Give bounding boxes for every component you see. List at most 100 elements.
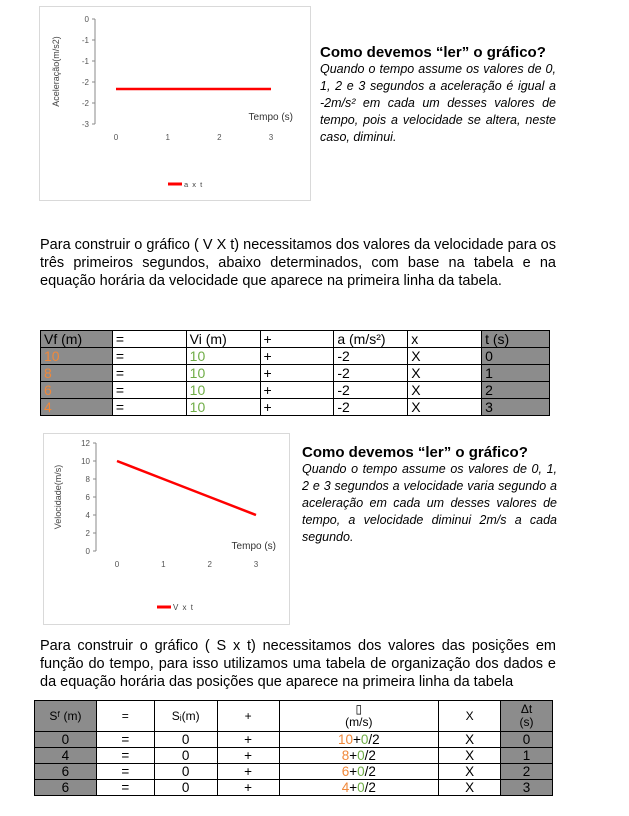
table-cell: -2	[333, 381, 409, 399]
header-cell: =	[95, 700, 155, 732]
x-cell: X	[438, 731, 502, 748]
x-tick-label: 3	[269, 133, 274, 142]
header-cell: t (s)	[481, 330, 550, 348]
y-tick-label: -1	[82, 36, 90, 45]
eq-cell: =	[95, 731, 155, 748]
explain-heading-2: Como devemos “ler” o gráfico?	[302, 444, 528, 461]
header-text: X	[465, 708, 474, 723]
s-final-cell: 0	[34, 731, 97, 748]
table-cell: 6	[40, 381, 113, 399]
dt-cell: 1	[500, 747, 553, 764]
x-tick-label: 2	[217, 133, 222, 142]
y-tick-label: 0	[86, 547, 91, 556]
table-cell: X	[407, 364, 483, 382]
table-cell: =	[111, 381, 187, 399]
table-cell: 8	[40, 364, 113, 382]
explain-heading-1: Como devemos “ler” o gráfico?	[320, 44, 546, 61]
x-tick-label: 1	[161, 560, 166, 569]
header-cell: X	[438, 700, 502, 732]
table-cell: 0	[481, 347, 550, 365]
table-row: 0 = 0 +10+0/2 X 0	[34, 731, 553, 748]
table-cell: -2	[333, 398, 409, 416]
velocity-final-value: 6	[341, 764, 350, 779]
table-cell: =	[111, 398, 187, 416]
y-axis-title: Velocidade(m/s)	[53, 465, 63, 530]
acceleration-chart-svg: 0 -1 -1 -2 -2 -3 0 1 2 3 Aceleração(m/s2) Tempo (s)…	[51, 15, 293, 189]
velocity-final-value: 4	[341, 780, 350, 795]
header-text: +	[244, 708, 252, 723]
acceleration-chart: 0 -1 -1 -2 -2 -3 0 1 2 3 Aceleração(m/s2) Tempo (s)…	[39, 6, 311, 201]
legend-label: a x t	[184, 180, 203, 189]
explain-block-1: Como devemos “ler” o gráfico? Quando o t…	[320, 44, 556, 146]
paragraph-1: Para construir o gráfico ( V X t) necess…	[40, 237, 556, 289]
x-axis-title: Tempo (s)	[232, 541, 276, 552]
velocity-cell: 4+0/2	[278, 779, 440, 796]
velocity-table: Vf (m) = Vi (m) + a (m/s²) x t (s) 10 = 10 + -2 X 0 8 =…	[40, 330, 550, 416]
header-text: =	[121, 708, 129, 723]
s-final-cell: 6	[34, 779, 97, 796]
x-tick-label: 0	[114, 133, 119, 142]
header-cell: a (m/s²)	[333, 330, 409, 348]
velocity-cell: 8+0/2	[278, 747, 440, 764]
table-cell: X	[407, 381, 483, 399]
velocity-final-value: 8	[341, 748, 350, 763]
y-tick-label: 6	[86, 493, 91, 502]
table-cell: =	[111, 347, 187, 365]
table-cell: +	[259, 398, 335, 416]
table-row: 4 = 0 +8+0/2 X 1	[34, 747, 553, 764]
plus-cell: +	[216, 763, 280, 780]
table-cell: 1	[481, 364, 550, 382]
table-header-row: Sᶠ (m) = Sᵢ(m) + ▯ (m/s) X Δt (s)	[34, 700, 553, 732]
x-axis-title: Tempo (s)	[249, 112, 293, 123]
velocity-cell: 10+0/2	[278, 731, 440, 748]
header-cell: +	[259, 330, 335, 348]
y-tick-label: 12	[81, 439, 90, 448]
velocity-zero: 0	[357, 764, 365, 779]
x-tick-label: 0	[115, 560, 120, 569]
s-initial-cell: 0	[153, 731, 218, 748]
paragraph-2: Para construir o gráfico ( S x t) necess…	[40, 638, 556, 690]
plus-cell: +	[216, 731, 280, 748]
explain-block-2: Como devemos “ler” o gráfico? Quando o t…	[302, 444, 557, 546]
s-initial-cell: 0	[153, 747, 218, 764]
eq-cell: =	[95, 763, 155, 780]
x-cell: X	[438, 779, 502, 796]
s-initial-cell: 0	[153, 779, 218, 796]
velocity-initial-part: +0/2	[349, 780, 376, 795]
table-cell: 10	[185, 347, 261, 365]
header-cell: x	[407, 330, 483, 348]
legend-label: V x t	[173, 603, 194, 612]
table-cell: 10	[185, 398, 261, 416]
x-cell: X	[438, 747, 502, 764]
table-row: 4 = 10 + -2 X 3	[40, 398, 550, 416]
velocity-initial-part: +0/2	[349, 748, 376, 763]
y-tick-label: 10	[81, 457, 90, 466]
velocity-cell: 6+0/2	[278, 763, 440, 780]
table-cell: =	[111, 364, 187, 382]
header-cell: Δt (s)	[500, 700, 553, 732]
dt-cell: 2	[500, 763, 553, 780]
table-cell: +	[259, 381, 335, 399]
table-cell: 10	[40, 347, 113, 365]
y-tick-label: -1	[82, 57, 90, 66]
header-text: (m/s)	[345, 715, 373, 729]
y-tick-label: 8	[86, 475, 91, 484]
eq-cell: =	[95, 779, 155, 796]
table-cell: 3	[481, 398, 550, 416]
table-row: 10 = 10 + -2 X 0	[40, 347, 550, 365]
y-tick-label: -3	[82, 120, 90, 129]
dt-cell: 3	[500, 779, 553, 796]
header-cell: =	[111, 330, 187, 348]
table-cell: 2	[481, 381, 550, 399]
table-row: 6 = 0 +4+0/2 X 3	[34, 779, 553, 796]
s-initial-cell: 0	[153, 763, 218, 780]
header-cell: Vf (m)	[40, 330, 113, 348]
table-cell: X	[407, 347, 483, 365]
y-tick-label: -2	[82, 99, 90, 108]
s-final-cell: 4	[34, 747, 97, 764]
y-tick-label: 0	[85, 15, 90, 24]
header-cell: Vi (m)	[185, 330, 261, 348]
velocity-zero: 0	[357, 748, 365, 763]
table-row: 6 = 0 +6+0/2 X 2	[34, 763, 553, 780]
s-final-cell: 6	[34, 763, 97, 780]
